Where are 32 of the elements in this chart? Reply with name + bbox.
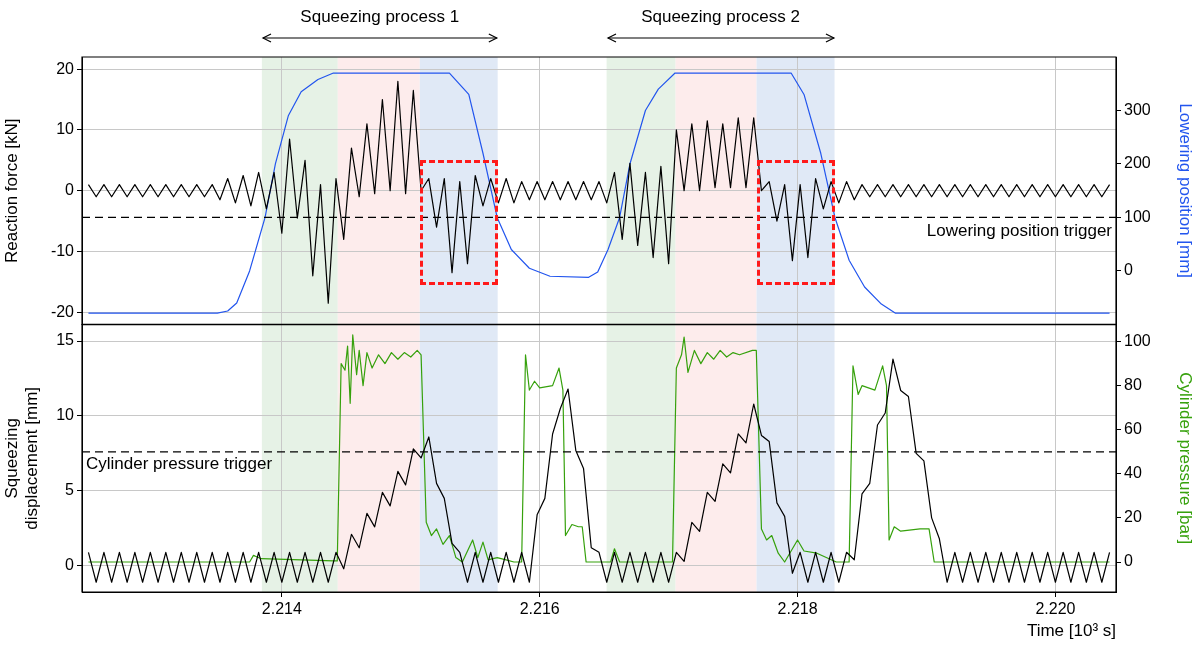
- y-tick-label: 10: [56, 406, 75, 424]
- y2-tick-label: 300: [1124, 100, 1151, 118]
- x-tick-label: 2.216: [519, 600, 560, 618]
- y2-tick-label: 0: [1124, 552, 1133, 570]
- y2-tick-label: 100: [1124, 207, 1151, 225]
- y2-axis-title: Lowering position [mm]: [1176, 103, 1196, 279]
- y-axis-title: Squeezing displacement [mm]: [1, 386, 42, 530]
- y2-tick-label: 100: [1124, 331, 1151, 349]
- x-tick-label: 2.220: [1035, 600, 1076, 618]
- ref-line-label: Cylinder pressure trigger: [86, 453, 273, 473]
- y2-tick-label: 60: [1124, 420, 1142, 438]
- y2-tick-label: 0: [1124, 261, 1133, 279]
- y2-axis-title: Cylinder pressure [bar]: [1176, 372, 1196, 545]
- y-axis-title: Reaction force [kN]: [1, 118, 21, 263]
- y-tick-label: 0: [65, 556, 75, 574]
- ref-line-label: Lowering position trigger: [926, 220, 1113, 240]
- x-tick-label: 2.218: [777, 600, 818, 618]
- y-tick-label: 5: [65, 481, 75, 499]
- x-axis-title: Time [10³ s]: [1026, 621, 1116, 641]
- y2-tick-label: 80: [1124, 376, 1142, 394]
- text: Squeezing process 2: [640, 7, 801, 27]
- text: Squeezing process 1: [299, 7, 461, 27]
- y-tick-label: 20: [56, 59, 75, 77]
- x-tick-label: 2.214: [261, 600, 302, 618]
- y2-tick-label: 40: [1124, 464, 1142, 482]
- y-tick-label: -10: [50, 241, 75, 259]
- y2-tick-label: 20: [1124, 508, 1142, 526]
- y-tick-label: 15: [56, 331, 75, 349]
- y-tick-label: -20: [50, 302, 75, 320]
- y-tick-label: 10: [56, 120, 75, 138]
- y-tick-label: 0: [65, 181, 75, 199]
- y2-tick-label: 200: [1124, 154, 1151, 172]
